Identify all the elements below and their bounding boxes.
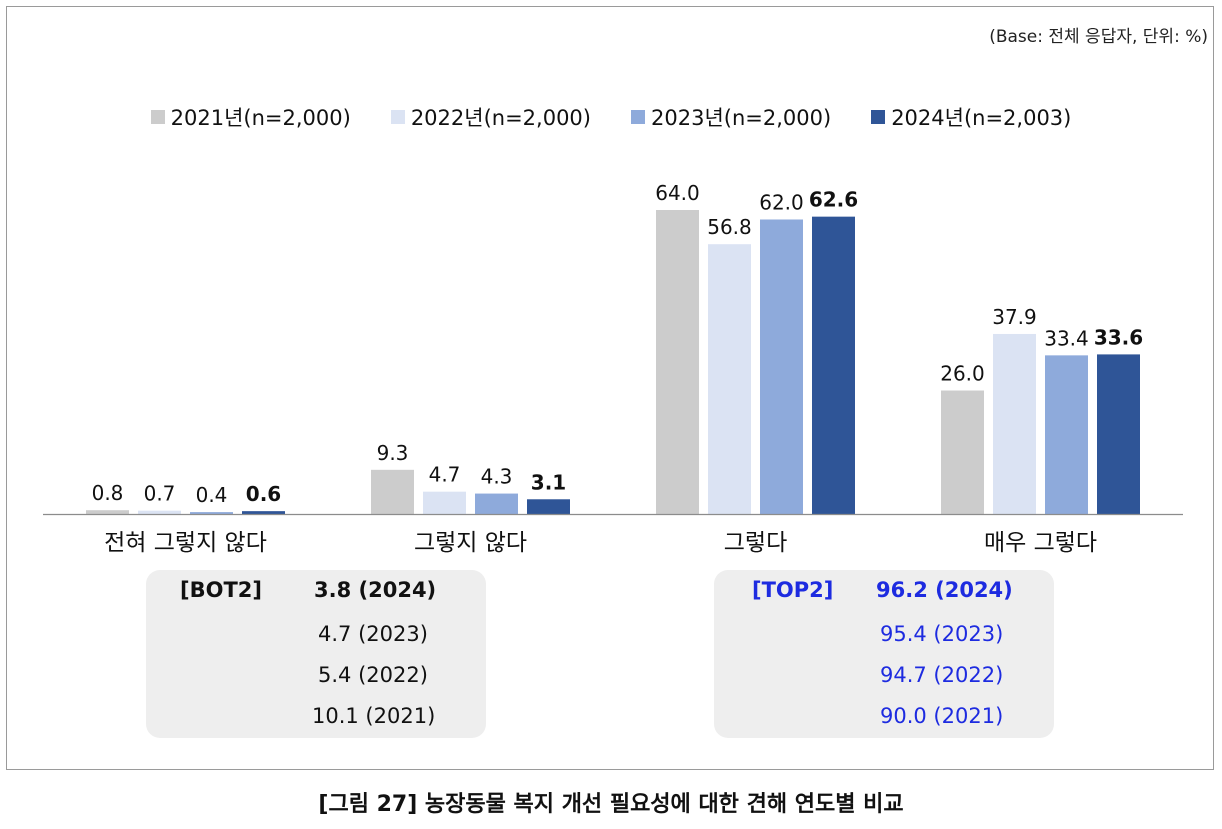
data-label: 64.0 [655, 181, 700, 205]
bar [371, 469, 414, 514]
legend-item: 2023년(n=2,000) [631, 102, 831, 132]
top2-label: [TOP2] [752, 578, 834, 602]
bar [708, 244, 751, 514]
bar [1045, 355, 1088, 514]
top2-line: 95.4 (2023) [880, 622, 1004, 646]
category-label: 그렇다 [724, 530, 787, 556]
legend-swatch [150, 110, 165, 124]
data-label: 0.4 [196, 483, 228, 507]
category-label: 전혀 그렇지 않다 [104, 530, 267, 556]
data-label: 4.3 [481, 465, 513, 489]
legend-item: 2021년(n=2,000) [150, 102, 351, 132]
bar [812, 216, 855, 514]
legend-swatch [631, 110, 645, 124]
data-label: 37.9 [992, 305, 1037, 329]
bar [423, 491, 466, 514]
bar [656, 210, 699, 514]
data-label: 0.8 [92, 481, 124, 505]
data-label: 9.3 [377, 441, 409, 465]
bar [190, 512, 233, 514]
bar [242, 511, 285, 514]
legend-item: 2024년(n=2,003) [871, 102, 1071, 132]
chart-frame [6, 6, 1214, 770]
legend-item: 2022년(n=2,000) [390, 102, 591, 132]
bot2-line: 5.4 (2022) [318, 663, 428, 687]
legend-label: 2024년(n=2,003) [891, 106, 1072, 130]
base-note: (Base: 전체 응답자, 단위: %) [989, 27, 1208, 47]
category-label: 매우 그렇다 [984, 530, 1097, 556]
bar [475, 493, 518, 514]
bar [993, 333, 1036, 514]
bar [941, 390, 984, 514]
bot2-summary-box: [BOT2] 3.8 (2024) 4.7 (2023) 5.4 (2022) … [146, 570, 486, 738]
data-label: 4.7 [429, 463, 461, 487]
top2-line: 90.0 (2021) [880, 704, 1004, 728]
legend: 2021년(n=2,000) 2022년(n=2,000) 2023년(n=2,00… [0, 102, 1222, 132]
bar [1097, 354, 1140, 514]
bot2-line: 10.1 (2021) [312, 704, 436, 728]
legend-label: 2023년(n=2,000) [651, 106, 832, 130]
bot2-line: 4.7 (2023) [318, 622, 428, 646]
top2-line: 96.2 (2024) [876, 578, 1013, 602]
legend-swatch [390, 110, 405, 124]
data-label: 33.4 [1044, 326, 1089, 350]
data-label: 33.6 [1094, 325, 1143, 349]
figure-caption: [그림 27] 농장동물 복지 개선 필요성에 대한 견해 연도별 비교 [318, 792, 904, 817]
data-label: 62.6 [809, 188, 858, 212]
data-label: 0.7 [144, 482, 176, 506]
legend-label: 2022년(n=2,000) [410, 106, 591, 130]
bot2-line: 3.8 (2024) [314, 578, 437, 602]
bar-chart: 0.8 0.7 0.4 0.6 9.3 4.7 4.3 3.1 64.0 56.8 62.0 62.6… [43, 181, 1183, 556]
legend-label: 2021년(n=2,000) [170, 106, 351, 130]
data-label: 56.8 [707, 215, 752, 239]
legend-swatch [871, 110, 886, 124]
top2-summary-box: [TOP2] 96.2 (2024) 95.4 (2023) 94.7 (202… [714, 570, 1054, 738]
data-label: 0.6 [246, 482, 281, 506]
top2-line: 94.7 (2022) [880, 663, 1004, 687]
data-label: 3.1 [531, 470, 566, 494]
bar [86, 510, 129, 514]
data-label: 62.0 [759, 191, 804, 215]
category-label: 그렇지 않다 [414, 530, 527, 556]
bars-layer: 0.8 0.7 0.4 0.6 9.3 4.7 4.3 3.1 64.0 56.8 62.0 62.6… [86, 181, 1143, 514]
category-labels: 전혀 그렇지 않다 그렇지 않다 그렇다 매우 그렇다 [104, 530, 1097, 556]
bar [527, 499, 570, 514]
data-label: 26.0 [940, 362, 985, 386]
bar [138, 510, 181, 514]
bot2-label: [BOT2] [180, 578, 262, 602]
bar [760, 219, 803, 514]
